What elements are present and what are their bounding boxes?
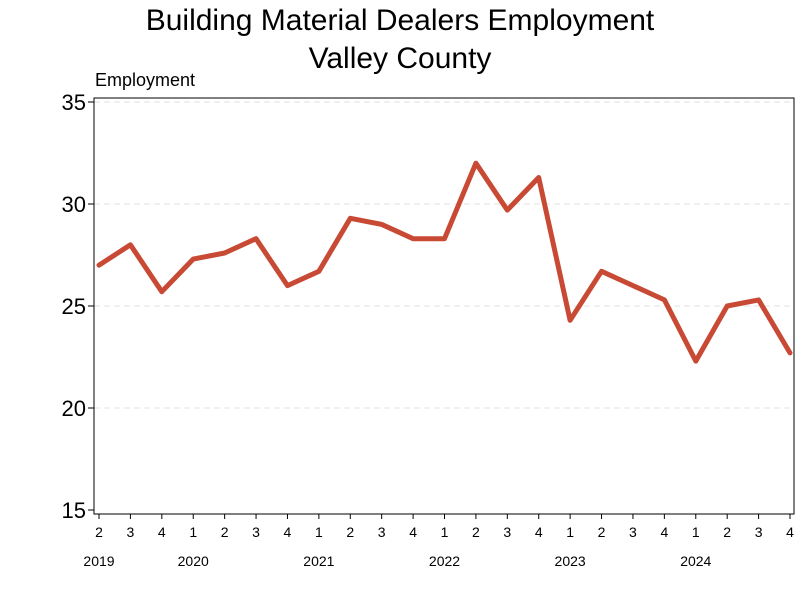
x-tick-label-20: 2 xyxy=(723,524,731,540)
x-tick-label-11: 1 xyxy=(441,524,449,540)
year-label-2021: 2021 xyxy=(303,553,334,569)
x-tick-label-10: 4 xyxy=(409,524,417,540)
x-tick-label-12: 2 xyxy=(472,524,480,540)
x-tick-label-18: 4 xyxy=(660,524,668,540)
x-tick-label-2: 4 xyxy=(158,524,166,540)
x-tick-label-0: 2 xyxy=(95,524,103,540)
y-tick-label-30: 30 xyxy=(62,192,86,217)
x-tick-label-16: 2 xyxy=(598,524,606,540)
y-tick-label-25: 25 xyxy=(62,294,86,319)
series-line-0 xyxy=(96,160,793,364)
year-label-2020: 2020 xyxy=(178,553,209,569)
x-tick-label-4: 2 xyxy=(221,524,229,540)
x-axis-year-labels: 2019 2020 2021 2022 2023 2024 xyxy=(83,553,711,569)
x-tick-label-8: 2 xyxy=(346,524,354,540)
chart-title-group: Building Material Dealers Employment Vall… xyxy=(146,4,655,75)
grid-lines xyxy=(94,101,794,409)
y-tick-label-15: 15 xyxy=(62,498,86,523)
chart-title-line-2: Valley County xyxy=(309,42,492,75)
x-tick-label-15: 1 xyxy=(566,524,574,540)
y-axis-label: Employment xyxy=(95,70,195,90)
year-label-2022: 2022 xyxy=(429,553,460,569)
x-tick-label-3: 1 xyxy=(189,524,197,540)
x-tick-label-5: 3 xyxy=(252,524,260,540)
series-group xyxy=(96,160,793,364)
y-tick-label-35: 35 xyxy=(62,90,86,115)
x-axis-ticks: 2 3 4 1 2 3 4 1 2 3 4 1 2 3 4 1 2 3 4 1 2 3 4 xyxy=(95,514,794,540)
x-tick-label-19: 1 xyxy=(692,524,700,540)
x-tick-label-17: 3 xyxy=(629,524,637,540)
x-tick-label-9: 3 xyxy=(378,524,386,540)
year-label-2019: 2019 xyxy=(83,553,114,569)
x-tick-label-7: 1 xyxy=(315,524,323,540)
year-label-2023: 2023 xyxy=(555,553,586,569)
x-tick-label-22: 4 xyxy=(786,524,794,540)
x-tick-label-21: 3 xyxy=(755,524,763,540)
x-tick-label-1: 3 xyxy=(127,524,135,540)
x-tick-label-6: 4 xyxy=(284,524,292,540)
y-tick-label-20: 20 xyxy=(62,396,86,421)
x-tick-label-14: 4 xyxy=(535,524,543,540)
chart-title-line-1: Building Material Dealers Employment xyxy=(146,4,655,37)
y-axis-ticks: 15 20 25 30 35 xyxy=(62,90,94,523)
year-label-2024: 2024 xyxy=(680,553,711,569)
x-tick-label-13: 3 xyxy=(503,524,511,540)
